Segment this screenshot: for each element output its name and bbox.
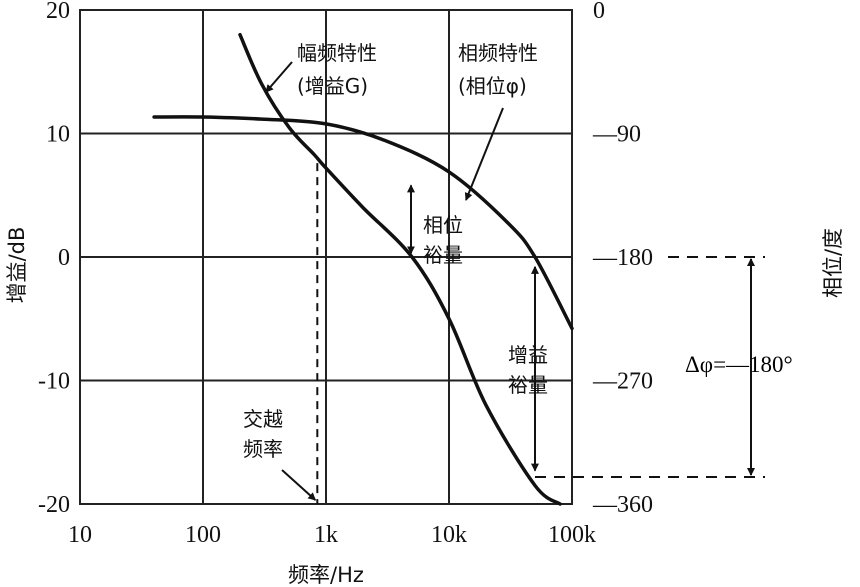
phase-label-arrow xyxy=(464,107,504,201)
y2-tick-labels: 0 —90 —180 —270 —360 xyxy=(592,0,653,518)
phase-curve-sublabel: (相位φ) xyxy=(458,74,527,98)
phase-margin-label-1: 相位 xyxy=(423,213,463,237)
series-lines xyxy=(152,32,574,506)
y-tick-label: 0 xyxy=(58,245,70,271)
x-tick-label: 1k xyxy=(314,522,338,548)
x-tick-label: 10 xyxy=(68,522,92,548)
gain-margin-label-1: 增益 xyxy=(508,343,548,367)
crossover-label-1: 交越 xyxy=(243,407,283,431)
y2-tick-label: —360 xyxy=(592,492,653,518)
y2-tick-label: 0 xyxy=(593,0,605,24)
delta-phi-label: Δφ=—180° xyxy=(685,352,793,377)
y2-tick-label: —180 xyxy=(592,245,653,271)
grid xyxy=(80,10,572,504)
y2-tick-label: —270 xyxy=(592,369,653,395)
phase-curve-label: 相频特性 xyxy=(458,41,538,65)
gain-margin-label-2: 裕量 xyxy=(508,373,548,397)
y-tick-label: -10 xyxy=(38,369,70,395)
y2-tick-label: —90 xyxy=(592,122,641,148)
crossover-arrow xyxy=(281,469,317,501)
x-tick-label: 10k xyxy=(431,522,467,548)
x-tick-labels: 10 100 1k 10k 100k xyxy=(68,522,596,548)
y-tick-label: -20 xyxy=(38,492,70,518)
y-tick-labels: 20 10 0 -10 -20 xyxy=(38,0,70,518)
phase-curve xyxy=(152,115,574,331)
x-axis-title: 频率/Hz xyxy=(288,563,364,587)
crossover-label-2: 频率 xyxy=(243,437,283,461)
x-tick-label: 100 xyxy=(185,522,221,548)
y-tick-label: 10 xyxy=(46,122,70,148)
magnitude-curve xyxy=(238,32,562,506)
mag-label-arrow xyxy=(265,61,293,93)
y2-axis-title: 相位/度 xyxy=(821,228,845,298)
mag-curve-label: 幅频特性 xyxy=(297,41,377,65)
x-tick-label: 100k xyxy=(548,522,596,548)
phase-margin-label-2: 裕量 xyxy=(423,243,463,267)
mag-curve-sublabel: (增益G) xyxy=(297,74,368,98)
y-axis-title: 增益/dB xyxy=(5,227,29,304)
y-tick-label: 20 xyxy=(46,0,70,24)
annotations xyxy=(265,61,765,504)
